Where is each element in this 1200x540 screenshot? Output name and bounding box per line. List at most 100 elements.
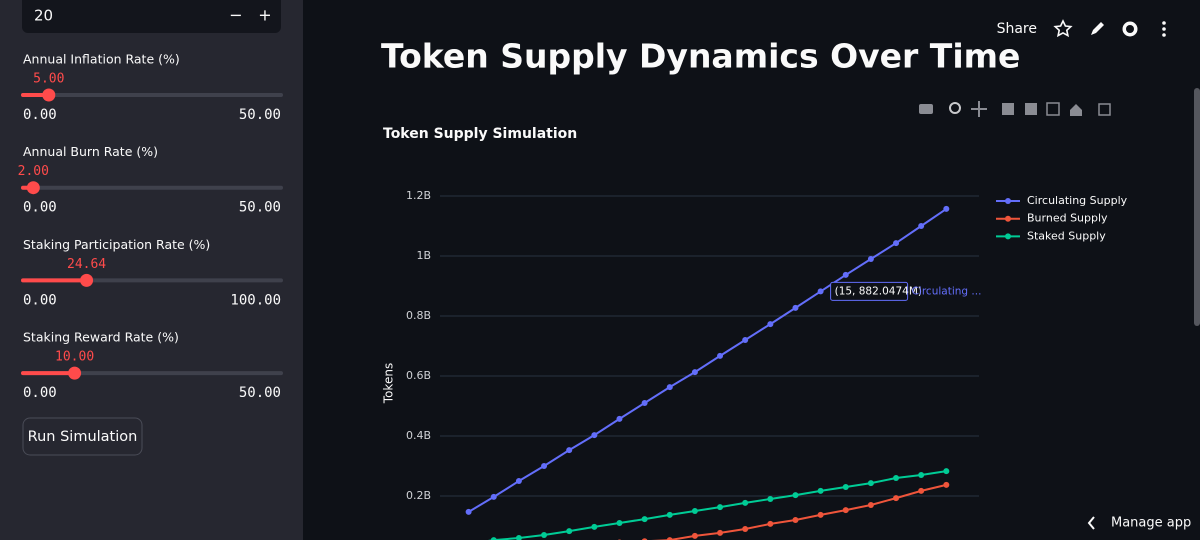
- data-point[interactable]: [842, 484, 849, 490]
- data-point[interactable]: [666, 384, 673, 391]
- data-point[interactable]: [817, 288, 824, 295]
- data-point[interactable]: [893, 475, 900, 481]
- data-point[interactable]: [691, 369, 698, 376]
- slider-thumb[interactable]: [80, 273, 94, 287]
- increment-button[interactable]: +: [258, 6, 271, 25]
- data-point[interactable]: [767, 520, 774, 527]
- data-point[interactable]: [691, 508, 698, 514]
- fullscreen-icon[interactable]: [1098, 103, 1111, 116]
- y-tick-label: 0.8B: [406, 309, 431, 322]
- data-point[interactable]: [641, 400, 648, 406]
- run-button[interactable]: [22, 417, 143, 456]
- slider-value: 24.64: [67, 257, 106, 272]
- edit-icon[interactable]: [1091, 22, 1104, 35]
- slider-min: 0.00: [23, 292, 57, 308]
- scrollbar[interactable]: [1194, 88, 1200, 326]
- data-point[interactable]: [717, 529, 724, 536]
- slider-min: 0.00: [23, 385, 57, 401]
- manage-app-button[interactable]: Manage app: [1111, 516, 1191, 531]
- camera-icon[interactable]: [919, 104, 933, 114]
- data-point[interactable]: [867, 502, 874, 508]
- data-point[interactable]: [792, 517, 799, 523]
- data-point[interactable]: [918, 487, 925, 494]
- data-point[interactable]: [742, 526, 749, 532]
- data-point[interactable]: [465, 508, 472, 515]
- data-point[interactable]: [742, 337, 749, 343]
- menu-icon[interactable]: [1162, 21, 1166, 37]
- legend-label[interactable]: Burned Supply: [1027, 212, 1108, 225]
- data-point[interactable]: [817, 487, 824, 494]
- slider-thumb[interactable]: [68, 366, 82, 380]
- data-point[interactable]: [943, 481, 950, 488]
- slider-thumb[interactable]: [42, 88, 56, 102]
- decrement-button[interactable]: −: [229, 6, 242, 25]
- slider-label: Staking Reward Rate (%): [23, 330, 179, 345]
- legend-label[interactable]: Staked Supply: [1027, 229, 1106, 242]
- zoom-icon[interactable]: [949, 102, 961, 114]
- data-point[interactable]: [893, 495, 900, 502]
- zoom-in-icon[interactable]: [1002, 103, 1014, 115]
- home-icon[interactable]: [1070, 104, 1082, 116]
- data-point[interactable]: [616, 520, 623, 526]
- y-tick-label: 0.4B: [406, 429, 431, 442]
- series-line: [468, 208, 947, 513]
- series-line: [650, 483, 947, 540]
- share-button[interactable]: Share: [997, 21, 1037, 37]
- data-point[interactable]: [792, 492, 799, 499]
- slider-thumb[interactable]: [26, 181, 40, 195]
- legend-label[interactable]: Circulating Supply: [1027, 194, 1128, 207]
- autoscale-icon[interactable]: [1046, 102, 1060, 116]
- data-point[interactable]: [893, 240, 900, 247]
- legend-marker: [1005, 215, 1011, 222]
- y-axis-title: Tokens: [382, 363, 396, 404]
- data-point[interactable]: [867, 256, 874, 262]
- data-point[interactable]: [792, 304, 799, 311]
- slider-label: Annual Inflation Rate (%): [23, 52, 180, 67]
- data-point[interactable]: [515, 478, 522, 484]
- data-point[interactable]: [691, 532, 698, 539]
- data-point[interactable]: [566, 528, 573, 535]
- number-input[interactable]: [22, 0, 281, 33]
- data-point[interactable]: [717, 504, 724, 511]
- data-point[interactable]: [943, 205, 950, 212]
- data-point[interactable]: [842, 507, 849, 514]
- data-point[interactable]: [767, 321, 774, 328]
- data-point[interactable]: [541, 463, 548, 469]
- pan-icon[interactable]: [971, 101, 987, 117]
- data-point[interactable]: [641, 516, 648, 523]
- data-point[interactable]: [541, 532, 548, 538]
- data-point[interactable]: [943, 468, 950, 475]
- data-point[interactable]: [867, 480, 874, 487]
- star-icon[interactable]: [1053, 19, 1073, 38]
- slider-min: 0.00: [23, 107, 57, 123]
- data-point[interactable]: [817, 511, 824, 518]
- data-point[interactable]: [616, 415, 623, 422]
- modebar: [919, 101, 1111, 117]
- chart-title: Token Supply Simulation: [383, 126, 577, 142]
- data-point[interactable]: [666, 537, 673, 540]
- data-point[interactable]: [742, 499, 749, 506]
- data-point[interactable]: [591, 523, 598, 530]
- slider-value: 2.00: [18, 164, 49, 179]
- chevron-icon[interactable]: [1087, 516, 1095, 530]
- y-tick-label: 1B: [416, 249, 431, 262]
- data-point[interactable]: [566, 447, 573, 454]
- tooltip-text: (15, 882.0474M): [835, 285, 922, 297]
- zoom-out-icon[interactable]: [1025, 103, 1037, 115]
- data-point[interactable]: [490, 493, 497, 500]
- data-point[interactable]: [842, 271, 849, 278]
- github-icon-inner: [1126, 25, 1134, 33]
- tooltip-box: [830, 281, 909, 301]
- series-line: [487, 470, 947, 540]
- data-point[interactable]: [717, 352, 724, 359]
- slider-max: 50.00: [239, 200, 281, 216]
- data-point[interactable]: [591, 432, 598, 439]
- data-point[interactable]: [515, 535, 522, 540]
- data-point[interactable]: [490, 537, 497, 540]
- data-point[interactable]: [918, 472, 925, 478]
- page-title: Token Supply Dynamics Over Time: [381, 37, 1020, 76]
- data-point[interactable]: [767, 496, 774, 502]
- data-point[interactable]: [918, 223, 925, 229]
- data-point[interactable]: [666, 511, 673, 518]
